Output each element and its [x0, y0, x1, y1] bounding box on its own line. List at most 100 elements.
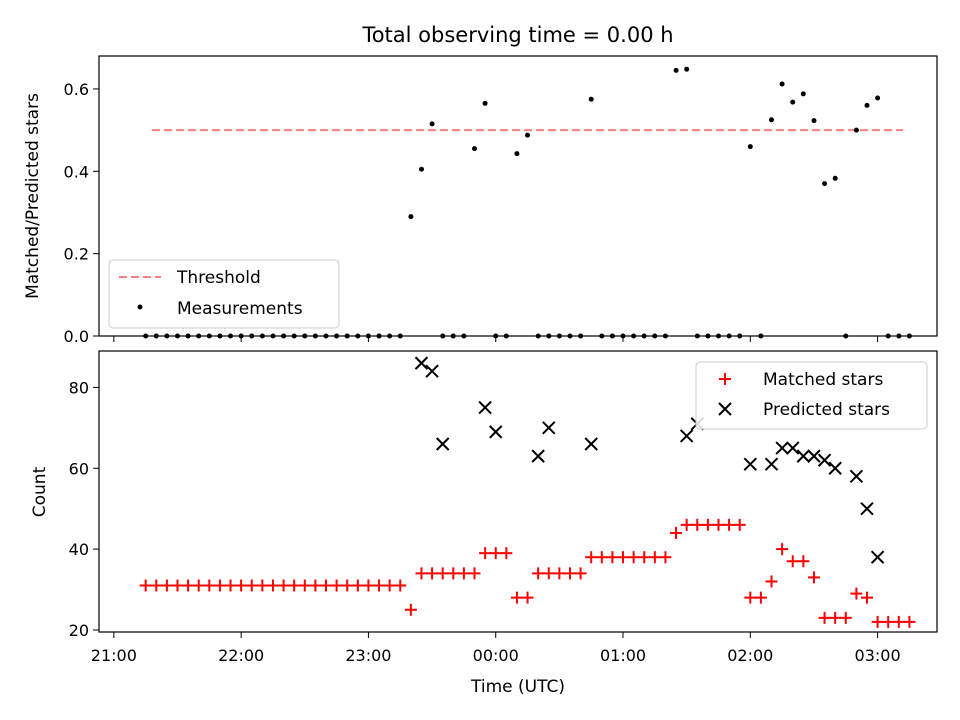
matched-star-point: [776, 543, 789, 556]
matched-star-point: [765, 575, 778, 588]
bottom-x-tick-label: 00:00: [473, 646, 519, 665]
bottom-y-axis-label: Count: [30, 466, 50, 517]
measurements-legend-label: Measurements: [177, 299, 303, 319]
bottom-x-tick-label: 23:00: [345, 646, 391, 665]
matched-star-point: [521, 591, 534, 604]
matched-star-point: [723, 518, 736, 531]
predicted-star-point: [860, 501, 874, 516]
predicted-star-point: [584, 437, 598, 451]
matched-star-point: [415, 567, 428, 580]
matched-star-point: [563, 567, 576, 580]
measurement-point: [673, 67, 679, 73]
top-y-tick-label: 0.2: [64, 245, 89, 264]
matched-star-point: [892, 615, 905, 628]
x-axis-label: Time (UTC): [470, 677, 565, 697]
bottom-y-ticks: 20 40 60 80: [69, 378, 99, 640]
matched-star-point: [500, 547, 513, 560]
matched-star-point: [436, 567, 449, 580]
matched-star-point: [510, 591, 523, 604]
matched-star-point: [468, 567, 481, 580]
bottom-legend-box: [695, 361, 928, 430]
bottom-legend: Matched stars Predicted stars: [695, 361, 928, 430]
top-panel: 0.0 0.2 0.4 0.6 Matched/Predicted stars Thr…: [23, 55, 938, 346]
matched-star-point: [341, 579, 354, 592]
matched-star-point: [245, 579, 258, 592]
measurement-point: [822, 181, 828, 187]
measurement-point: [747, 144, 753, 150]
predicted-star-point: [828, 461, 842, 475]
measurement-point: [800, 91, 806, 97]
bottom-x-tick-label: 21:00: [91, 646, 137, 665]
top-y-tick-label: 0.6: [64, 80, 89, 99]
matched-star-point: [192, 579, 205, 592]
measurement-point: [853, 127, 859, 133]
matched-legend-label: Matched stars: [763, 370, 883, 390]
matched-star-point: [394, 579, 407, 592]
matched-star-point: [235, 579, 248, 592]
matched-star-point: [139, 579, 152, 592]
chart-title: Total observing time = 0.00 h: [361, 23, 673, 47]
matched-star-point: [733, 518, 746, 531]
matched-star-point: [871, 615, 884, 628]
bottom-x-tick-label: 03:00: [855, 646, 901, 665]
matched-star-point: [606, 551, 619, 564]
predicted-star-point: [775, 441, 789, 455]
matched-star-point: [617, 551, 630, 564]
measurement-point: [684, 66, 690, 72]
measurement-point: [864, 102, 870, 108]
matched-star-point: [659, 551, 672, 564]
predicted-star-point: [542, 421, 556, 435]
measurement-point: [832, 175, 838, 181]
matched-star-point: [786, 555, 799, 568]
threshold-legend-label: Threshold: [176, 268, 261, 288]
measurement-point: [769, 117, 774, 123]
top-x-ticks: [113, 336, 879, 342]
predicted-star-point: [817, 453, 832, 467]
matched-star-point: [807, 571, 820, 584]
matched-star-point: [362, 579, 375, 592]
measurement-point: [482, 100, 488, 106]
top-axes-frame: [98, 55, 938, 337]
predicted-legend-label: Predicted stars: [763, 400, 890, 420]
matched-star-point: [648, 551, 661, 564]
predicted-legend-swatch: [718, 402, 732, 416]
measurements-legend-swatch: [137, 304, 143, 310]
measurement-point: [408, 214, 414, 220]
predicted-star-point: [764, 457, 779, 471]
matched-star-point: [744, 591, 757, 604]
matched-star-point: [256, 579, 269, 592]
matched-star-point: [447, 567, 460, 580]
matched-star-point: [383, 579, 396, 592]
measurement-point: [588, 96, 594, 102]
bottom-y-tick-label: 20: [69, 621, 89, 640]
matched-star-point: [479, 547, 492, 560]
bottom-y-tick-label: 80: [69, 378, 89, 397]
bottom-y-tick-label: 40: [69, 540, 89, 559]
matched-star-point: [850, 587, 863, 600]
measurement-point: [790, 99, 796, 105]
top-legend: Threshold Measurements: [108, 259, 340, 329]
matched-star-point: [320, 579, 333, 592]
predicted-star-point: [478, 400, 492, 415]
matched-star-point: [553, 567, 566, 580]
top-legend-box: [108, 259, 340, 329]
predicted-star-point: [796, 449, 811, 463]
predicted-star-point: [414, 356, 429, 370]
matched-star-point: [351, 579, 364, 592]
matched-star-point: [213, 579, 226, 592]
matched-star-point: [457, 567, 470, 580]
top-y-axis-label: Matched/Predicted stars: [23, 93, 43, 299]
matched-star-point: [680, 518, 693, 531]
measurement-point: [429, 121, 435, 127]
matched-star-point: [574, 567, 587, 580]
matched-star-point: [266, 579, 279, 592]
matched-star-point: [298, 579, 311, 592]
matched-star-point: [224, 579, 237, 592]
predicted-star-point: [870, 550, 885, 564]
matched-star-point: [754, 591, 767, 604]
matched-star-point: [532, 567, 545, 580]
top-y-tick-label: 0.0: [64, 327, 89, 346]
matched-star-point: [404, 603, 417, 616]
measurement-point: [525, 132, 530, 138]
